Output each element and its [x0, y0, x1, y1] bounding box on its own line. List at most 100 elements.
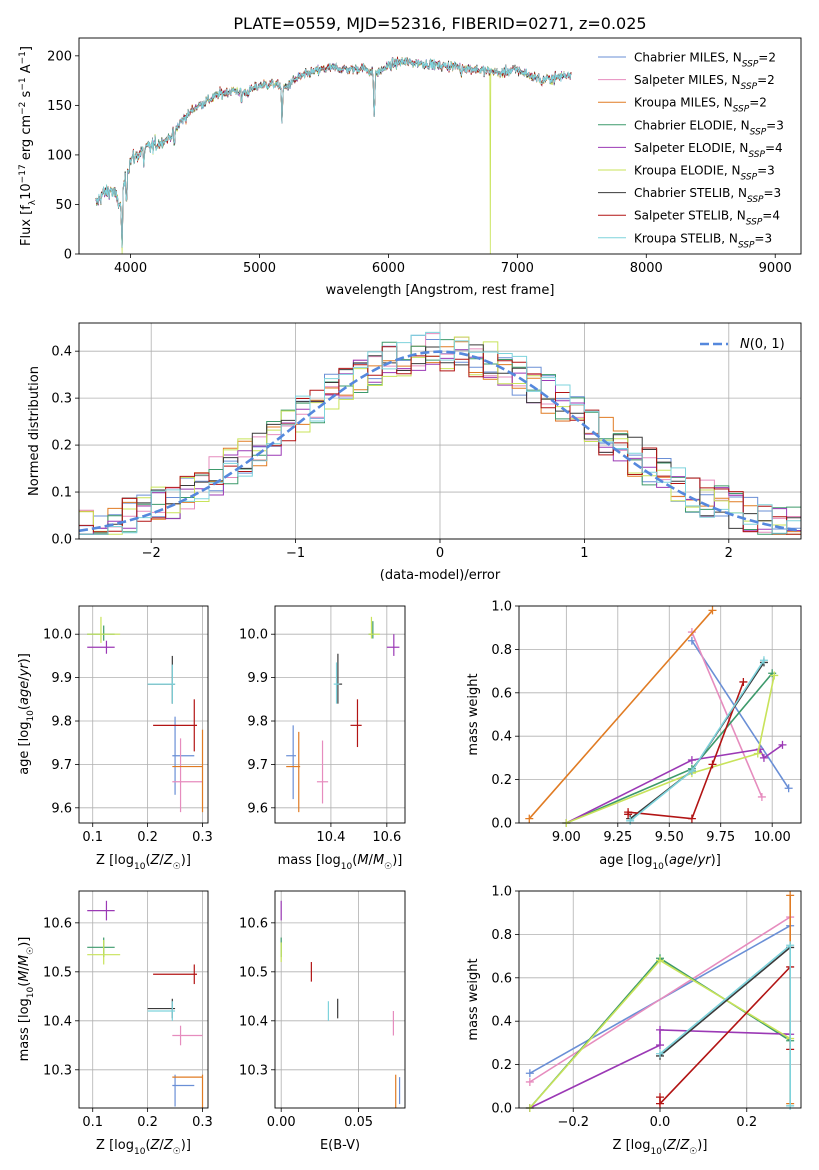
y-tick-label: 9.6: [51, 801, 72, 816]
spectrum-line-salpeter-elodie: [95, 56, 572, 246]
legend-label-kroupa-miles: Kroupa MILES, NSSP=2: [634, 96, 767, 115]
weight-marker-kroupa-elodie: [753, 749, 762, 758]
errorbar-kroupa-elodie: [368, 616, 380, 639]
weight-line-kroupa-stelib: [659, 943, 792, 1106]
axes-frame: [274, 605, 406, 824]
x-tick-label: 0.00: [267, 1115, 296, 1130]
y-tick-label: 0.2: [491, 1058, 512, 1073]
mass-vs-Z-y-label: mass [log10(M/M☉)]: [17, 937, 36, 1062]
errorbar-kroupa-miles: [172, 1074, 204, 1108]
spectrum-y-label: Flux [fλ10−17 erg cm−2 s−1 A−1]: [18, 46, 38, 246]
weight-marker-salpeter-elodie: [656, 1041, 664, 1050]
x-tick-label: 0.3: [192, 1115, 213, 1130]
weight-marker-kroupa-stelib: [687, 766, 696, 775]
x-tick-label: 0.2: [137, 1115, 158, 1130]
weight-marker-salpeter-elodie: [778, 740, 787, 749]
y-tick-label: 0.4: [491, 730, 512, 745]
errorbar-salpeter-stelib: [153, 964, 198, 985]
mass-vs-ebv-axes: 0.00 0.05 10.3 10.4 10.5 10.6 E(B-V): [239, 890, 406, 1153]
weight-marker-salpeter-stelib: [624, 808, 633, 817]
y-tick-label: 0.8: [491, 643, 512, 658]
errorbar-kroupa-miles: [286, 731, 301, 813]
axes-frame: [518, 605, 802, 824]
x-tick-label: 0.05: [344, 1115, 373, 1130]
weight-marker-kroupa-stelib: [786, 941, 795, 950]
mass-vs-ebv-x-label: E(B-V): [320, 1138, 360, 1153]
x-tick-label: 9.00: [552, 830, 581, 845]
y-tick-label: 1.0: [491, 885, 512, 900]
x-tick-label: 5000: [243, 261, 276, 276]
y-tick-label: 10.3: [43, 1063, 72, 1078]
weight-marker-salpeter-stelib: [708, 760, 717, 769]
y-tick-label: 10.5: [43, 965, 72, 980]
legend-label-kroupa-stelib: Kroupa STELIB, NSSP=3: [634, 231, 772, 250]
spectrum-line-salpeter-stelib: [95, 56, 572, 246]
axes-frame: [78, 37, 802, 255]
mass-vs-Z-x-label: Z [log10(Z/Z☉)]: [96, 1138, 191, 1157]
weight-marker-salpeter-elodie: [656, 1025, 664, 1034]
y-tick-label: 0.6: [491, 971, 512, 986]
spectrum-line-kroupa-elodie: [95, 57, 572, 254]
weight-marker-salpeter-miles: [525, 1077, 534, 1086]
spectrum-x-label: wavelength [Angstrom, rest frame]: [326, 283, 555, 298]
errorbar-chabrier-stelib: [147, 655, 176, 704]
y-tick-label: 9.8: [247, 715, 268, 730]
axes-frame: [78, 322, 802, 540]
y-tick-label: 10.0: [239, 628, 268, 643]
chart-panels: 4000 5000 6000 7000 8000 9000 0 50 100 150 200 Chab…: [17, 37, 802, 1157]
y-tick-label: 1.0: [491, 600, 512, 615]
y-tick-label: 0.2: [51, 439, 72, 454]
spectrum-line-salpeter-miles: [95, 57, 572, 246]
weight-marker-kroupa-stelib: [656, 1049, 664, 1058]
y-tick-label: 9.9: [247, 671, 268, 686]
x-tick-label: −2: [142, 546, 161, 561]
residual-axes: −2 −1 0 1 2 0.0 0.1 0.2 0.3 0.4 N(0, 1) (data-model…: [27, 322, 802, 583]
age-vs-Z-y-label: age [log10(age/yr)]: [17, 653, 36, 775]
y-tick-label: 0: [64, 248, 72, 263]
errorbar-chabrier-stelib: [336, 653, 343, 704]
x-tick-label: 9.75: [706, 830, 735, 845]
legend-label-chabrier-elodie: Chabrier ELODIE, NSSP=3: [634, 118, 784, 137]
errorbar-chabrier-stelib: [147, 998, 176, 1019]
y-tick-label: 9.9: [51, 671, 72, 686]
legend-label-chabrier-miles: Chabrier MILES, NSSP=2: [634, 51, 776, 70]
age-vs-mass-axes: 10.4 10.6 9.6 9.7 9.8 9.9 10.0 mass [log10(M/M☉…: [239, 605, 406, 872]
y-tick-label: 0.4: [51, 345, 72, 360]
errorbar-kroupa-stelib: [333, 662, 340, 704]
x-tick-label: 6000: [372, 261, 405, 276]
x-tick-label: 8000: [630, 261, 663, 276]
weight-marker-chabrier-miles: [784, 784, 793, 793]
errorbar-salpeter-stelib: [350, 699, 362, 748]
y-tick-label: 10.4: [43, 1014, 72, 1029]
weight-marker-salpeter-stelib: [739, 677, 748, 686]
weight-marker-kroupa-elodie: [656, 956, 664, 965]
weight-line-salpeter-stelib: [627, 681, 745, 820]
legend-label-chabrier-stelib: Chabrier STELIB, NSSP=3: [634, 186, 781, 205]
spectrum-line-chabrier-miles: [95, 57, 572, 247]
legend-label-salpeter-stelib: Salpeter STELIB, NSSP=4: [634, 209, 780, 228]
legend-label-gaussian: N(0, 1): [740, 337, 785, 352]
y-tick-label: 9.8: [51, 715, 72, 730]
spectrum-line-kroupa-miles: [95, 56, 572, 248]
errorbar-kroupa-elodie: [87, 616, 121, 643]
x-tick-label: 0.1: [82, 830, 103, 845]
y-tick-label: 10.5: [239, 965, 268, 980]
weight-line-salpeter-miles: [691, 631, 763, 798]
errorbar-kroupa-stelib: [147, 1001, 176, 1021]
weight-marker-kroupa-stelib: [786, 1101, 795, 1110]
weight-marker-kroupa-miles: [708, 606, 717, 615]
age-vs-Z-axes: 0.1 0.2 0.3 9.6 9.7 9.8 9.9 10.0 Z [log10(Z/Z☉)]…: [17, 605, 213, 872]
histogram-kroupa-stelib: [79, 331, 801, 539]
y-tick-label: 9.7: [51, 758, 72, 773]
x-tick-label: 0.2: [736, 1115, 757, 1130]
y-tick-label: 10.6: [43, 916, 72, 931]
axes-frame: [518, 890, 802, 1109]
x-tick-label: 10.6: [372, 830, 401, 845]
y-tick-label: 0.0: [491, 1102, 512, 1117]
spectrum-line-chabrier-stelib: [95, 56, 572, 248]
x-tick-label: 0.2: [137, 830, 158, 845]
spectrum-line-kroupa-stelib: [95, 56, 572, 248]
x-tick-label: 10.4: [316, 830, 345, 845]
age-vs-Z-x-label: Z [log10(Z/Z☉)]: [96, 853, 191, 872]
